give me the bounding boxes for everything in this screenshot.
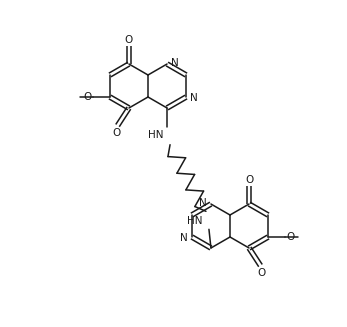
Text: O: O [287,232,295,242]
Text: HN: HN [147,130,163,140]
Text: HN: HN [187,216,203,226]
Text: O: O [257,267,265,278]
Text: N: N [180,233,188,243]
Text: O: O [245,175,253,185]
Text: O: O [83,92,91,102]
Text: O: O [125,35,133,45]
Text: N: N [171,58,179,68]
Text: N: N [199,198,207,208]
Text: O: O [112,128,121,138]
Text: N: N [190,93,198,103]
